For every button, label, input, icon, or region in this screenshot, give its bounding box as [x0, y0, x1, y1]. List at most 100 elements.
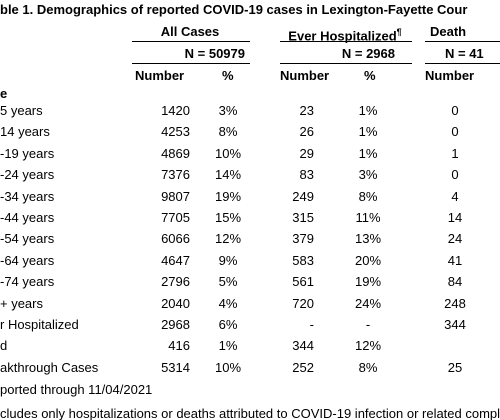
table-cell: 1%: [358, 124, 378, 140]
table-cell: 583: [292, 252, 314, 268]
table-cell: 315: [292, 210, 314, 225]
footnote-mark: ¶: [396, 27, 402, 37]
column-header: Number: [135, 68, 185, 83]
column-header: Number: [425, 68, 475, 83]
table-cell: 7376: [161, 167, 190, 183]
table-cell: 3%: [358, 167, 378, 183]
table-cell: 344: [444, 317, 466, 332]
table-cell: 1%: [358, 145, 378, 161]
table-cell: 13%: [354, 231, 382, 247]
table-cell: 7705: [161, 210, 190, 225]
table-cell: 15%: [214, 210, 242, 225]
table-cell: 1420: [161, 103, 190, 118]
table-cell: 24: [447, 231, 463, 247]
table-cell: 4: [451, 188, 459, 204]
table-cell: 6%: [218, 317, 238, 332]
group-count: N = 50979: [184, 46, 245, 61]
table-cell: -: [365, 317, 371, 332]
table-cell: 4647: [161, 252, 190, 268]
table-cell: 5%: [218, 274, 238, 290]
table-cell: 12%: [214, 231, 242, 247]
table-cell: 379: [292, 231, 314, 247]
section-label: e: [0, 86, 8, 101]
header-rule: [132, 63, 250, 64]
group-header: Ever Hospitalized¶: [288, 27, 402, 44]
table-cell: 3%: [218, 103, 238, 118]
group-header: All Cases: [160, 24, 220, 39]
header-rule: [132, 41, 250, 42]
header-rule: [425, 63, 500, 64]
row-label: r Hospitalized: [0, 317, 79, 332]
row-label: 14 years: [0, 124, 50, 140]
table-cell: 416: [168, 338, 190, 354]
table-cell: 12%: [354, 338, 382, 354]
table-cell: 344: [292, 338, 314, 354]
table-cell: 4%: [218, 295, 238, 311]
table-cell: 8%: [358, 359, 378, 375]
table-cell: 2040: [161, 295, 190, 311]
row-label: -24 years: [0, 167, 55, 183]
row-label: -54 years: [0, 231, 55, 247]
group-count: N = 41: [445, 46, 484, 61]
table-cell: 0: [451, 167, 459, 183]
header-rule: [425, 41, 500, 42]
table-cell: 26: [299, 124, 314, 140]
row-label: akthrough Cases: [0, 359, 99, 375]
table-cell: 10%: [214, 145, 242, 161]
table-cell: 2796: [161, 274, 190, 290]
header-rule: [280, 41, 412, 42]
row-label: -74 years: [0, 274, 55, 290]
table-cell: 4253: [161, 124, 190, 140]
table-cell: 23: [299, 103, 314, 118]
table-cell: 561: [292, 274, 314, 290]
table-cell: 11%: [355, 210, 381, 225]
table-cell: 83: [299, 167, 314, 183]
table-cell: 20%: [354, 252, 382, 268]
table-cell: 84: [447, 274, 463, 290]
header-rule: [280, 63, 412, 64]
table-cell: 6066: [161, 231, 190, 247]
table-cell: 0: [451, 124, 459, 140]
footnote: cludes only hospitalizations or deaths a…: [0, 406, 500, 420]
table-cell: 720: [292, 295, 314, 311]
table-cell: 14%: [214, 167, 242, 183]
table-cell: 1: [451, 145, 459, 161]
row-label: 5 years: [0, 103, 43, 118]
table-cell: 10%: [214, 359, 242, 375]
table-cell: 24%: [354, 295, 382, 311]
table-cell: 8%: [218, 124, 238, 140]
table-cell: 0: [451, 103, 459, 118]
table-cell: 41: [447, 252, 463, 268]
table-cell: 19%: [214, 188, 242, 204]
table-cell: 2968: [161, 317, 190, 332]
table-title: ble 1. Demographics of reported COVID-19…: [0, 2, 468, 17]
table-cell: 29: [299, 145, 314, 161]
table-cell: 14: [447, 210, 463, 225]
table-cell: -: [309, 317, 314, 332]
row-label: -34 years: [0, 188, 55, 204]
footnote: ported through 11/04/2021: [0, 382, 153, 397]
row-label: d: [0, 338, 8, 354]
table-cell: 248: [444, 295, 466, 311]
table-cell: 249: [292, 188, 314, 204]
table-cell: 19%: [354, 274, 382, 290]
table-cell: 9%: [218, 252, 238, 268]
table-cell: 9807: [161, 188, 190, 204]
table-cell: 4869: [161, 145, 190, 161]
row-label: + years: [0, 295, 43, 311]
column-header: %: [222, 68, 234, 83]
table-cell: 1%: [218, 338, 238, 354]
column-header: Number: [280, 68, 330, 83]
group-header: Death: [430, 24, 467, 39]
table-cell: 8%: [358, 188, 378, 204]
table-cell: 252: [292, 359, 314, 375]
row-label: -19 years: [0, 145, 55, 161]
table-cell: 25: [447, 359, 463, 375]
column-header: %: [364, 68, 376, 83]
table-cell: 1%: [358, 103, 378, 118]
row-label: -64 years: [0, 252, 55, 268]
table-cell: 5314: [161, 359, 190, 375]
row-label: -44 years: [0, 210, 55, 225]
group-count: N = 2968: [341, 46, 395, 61]
